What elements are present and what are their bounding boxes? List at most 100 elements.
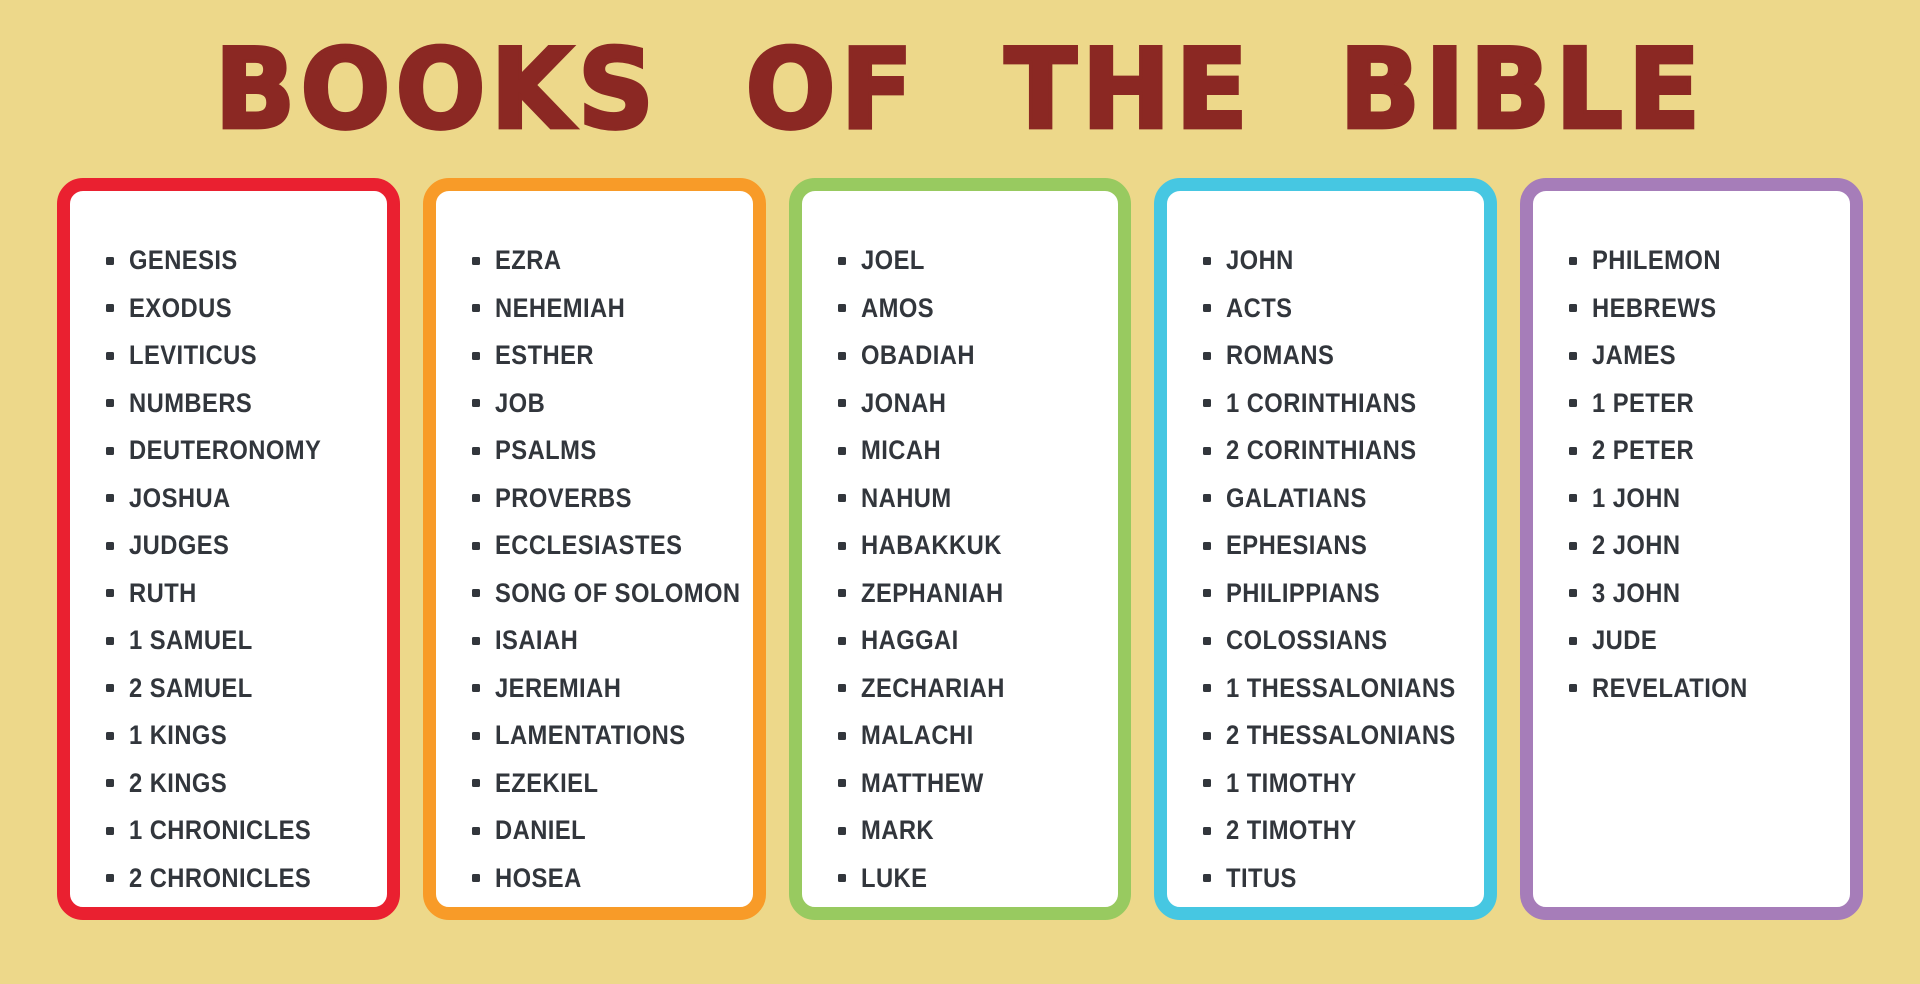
book-list-3: JOEL AMOS OBADIAH JONAH MICAH NAHUM HABAKKUK ZE… <box>802 191 1119 902</box>
book-name: PHILEMON <box>1592 245 1722 276</box>
list-item: MICAH <box>837 427 1113 475</box>
square-bullet-icon <box>106 874 114 883</box>
book-name: SONG OF SOLOMON <box>494 577 741 608</box>
square-bullet-icon <box>1203 874 1212 883</box>
list-item: 1 CHRONICLES <box>106 807 381 855</box>
book-name: ZEPHANIAH <box>860 577 1004 608</box>
list-item: OBADIAH <box>837 332 1113 380</box>
square-bullet-icon <box>1569 446 1578 455</box>
list-item: ESTHER <box>471 332 747 380</box>
square-bullet-icon <box>106 399 114 408</box>
list-item: NUMBERS <box>106 380 381 428</box>
square-bullet-icon <box>1203 256 1212 265</box>
square-bullet-icon <box>837 874 846 883</box>
book-name: DANIEL <box>494 815 586 846</box>
book-name: JOEL <box>860 245 925 276</box>
book-name: COLOSSIANS <box>1226 625 1388 656</box>
square-bullet-icon <box>106 731 114 740</box>
square-bullet-icon <box>471 399 480 408</box>
list-item: 1 THESSALONIANS <box>1203 665 1478 713</box>
list-item: GENESIS <box>106 237 381 285</box>
list-item: DEUTERONOMY <box>106 427 381 475</box>
book-name: 2 PETER <box>1592 435 1695 466</box>
list-item: EPHESIANS <box>1203 522 1478 570</box>
square-bullet-icon <box>837 684 846 693</box>
square-bullet-icon <box>837 826 846 835</box>
list-item: MARK <box>837 807 1113 855</box>
book-name: EZRA <box>494 245 562 276</box>
book-name: ROMANS <box>1226 340 1335 371</box>
list-item: COLOSSIANS <box>1203 617 1478 665</box>
square-bullet-icon <box>1569 684 1578 693</box>
square-bullet-icon <box>837 541 846 550</box>
list-item: 1 KINGS <box>106 712 381 760</box>
book-name: RUTH <box>129 577 197 608</box>
book-name: HOSEA <box>494 862 582 893</box>
list-item: ROMANS <box>1203 332 1478 380</box>
column-2-card: EZRA NEHEMIAH ESTHER JOB PSALMS PROVERBS ECCLE… <box>422 178 766 920</box>
list-item: LEVITICUS <box>106 332 381 380</box>
square-bullet-icon <box>471 684 480 693</box>
list-item: HEBREWS <box>1569 285 1844 333</box>
square-bullet-icon <box>1203 494 1212 503</box>
list-item: LUKE <box>837 855 1113 903</box>
book-name: PHILIPPIANS <box>1226 577 1381 608</box>
list-item: 2 CORINTHIANS <box>1203 427 1478 475</box>
square-bullet-icon <box>1203 351 1212 360</box>
book-name: 1 KINGS <box>129 720 228 751</box>
list-item: HABAKKUK <box>837 522 1113 570</box>
book-name: GALATIANS <box>1226 482 1368 513</box>
square-bullet-icon <box>106 636 114 645</box>
book-name: LAMENTATIONS <box>494 720 686 751</box>
square-bullet-icon <box>837 304 846 313</box>
square-bullet-icon <box>106 541 114 550</box>
book-name: TITUS <box>1226 862 1298 893</box>
list-item: JEREMIAH <box>471 665 747 713</box>
square-bullet-icon <box>471 304 480 313</box>
square-bullet-icon <box>837 351 846 360</box>
square-bullet-icon <box>106 684 114 693</box>
square-bullet-icon <box>1203 826 1212 835</box>
book-list-4: JOHN ACTS ROMANS 1 CORINTHIANS 2 CORINTHIANS… <box>1167 191 1484 902</box>
book-name: HAGGAI <box>860 625 959 656</box>
book-name: JOSHUA <box>129 482 231 513</box>
square-bullet-icon <box>1203 589 1212 598</box>
book-name: NEHEMIAH <box>494 292 626 323</box>
book-name: NUMBERS <box>129 387 253 418</box>
square-bullet-icon <box>837 399 846 408</box>
book-name: JUDE <box>1592 625 1658 656</box>
book-name: 1 CORINTHIANS <box>1226 387 1417 418</box>
square-bullet-icon <box>837 256 846 265</box>
list-item: EXODUS <box>106 285 381 333</box>
book-name: JOHN <box>1226 245 1295 276</box>
list-item: PHILEMON <box>1569 237 1844 285</box>
book-name: REVELATION <box>1592 672 1748 703</box>
square-bullet-icon <box>1569 589 1578 598</box>
square-bullet-icon <box>106 826 114 835</box>
list-item: TITUS <box>1203 855 1478 903</box>
list-item: JOB <box>471 380 747 428</box>
square-bullet-icon <box>471 826 480 835</box>
list-item: ECCLESIASTES <box>471 522 747 570</box>
book-name: 2 THESSALONIANS <box>1226 720 1457 751</box>
list-item: 2 THESSALONIANS <box>1203 712 1478 760</box>
book-name: HEBREWS <box>1592 292 1717 323</box>
book-name: PROVERBS <box>494 482 632 513</box>
book-name: MALACHI <box>860 720 974 751</box>
list-item: JAMES <box>1569 332 1844 380</box>
book-name: HABAKKUK <box>860 530 1002 561</box>
card-row: GENESIS EXODUS LEVITICUS NUMBERS DEUTERONOMY… <box>57 178 1863 920</box>
book-name: 2 SAMUEL <box>129 672 253 703</box>
book-list-2: EZRA NEHEMIAH ESTHER JOB PSALMS PROVERBS ECCLE… <box>436 191 753 902</box>
book-name: MATTHEW <box>860 767 984 798</box>
list-item: RUTH <box>106 570 381 618</box>
list-item: ISAIAH <box>471 617 747 665</box>
list-item: 2 JOHN <box>1569 522 1844 570</box>
list-item: JONAH <box>837 380 1113 428</box>
book-name: DEUTERONOMY <box>129 435 322 466</box>
book-name: MARK <box>860 815 934 846</box>
list-item: LAMENTATIONS <box>471 712 747 760</box>
book-name: AMOS <box>860 292 934 323</box>
list-item: EZRA <box>471 237 747 285</box>
book-name: LUKE <box>860 862 928 893</box>
